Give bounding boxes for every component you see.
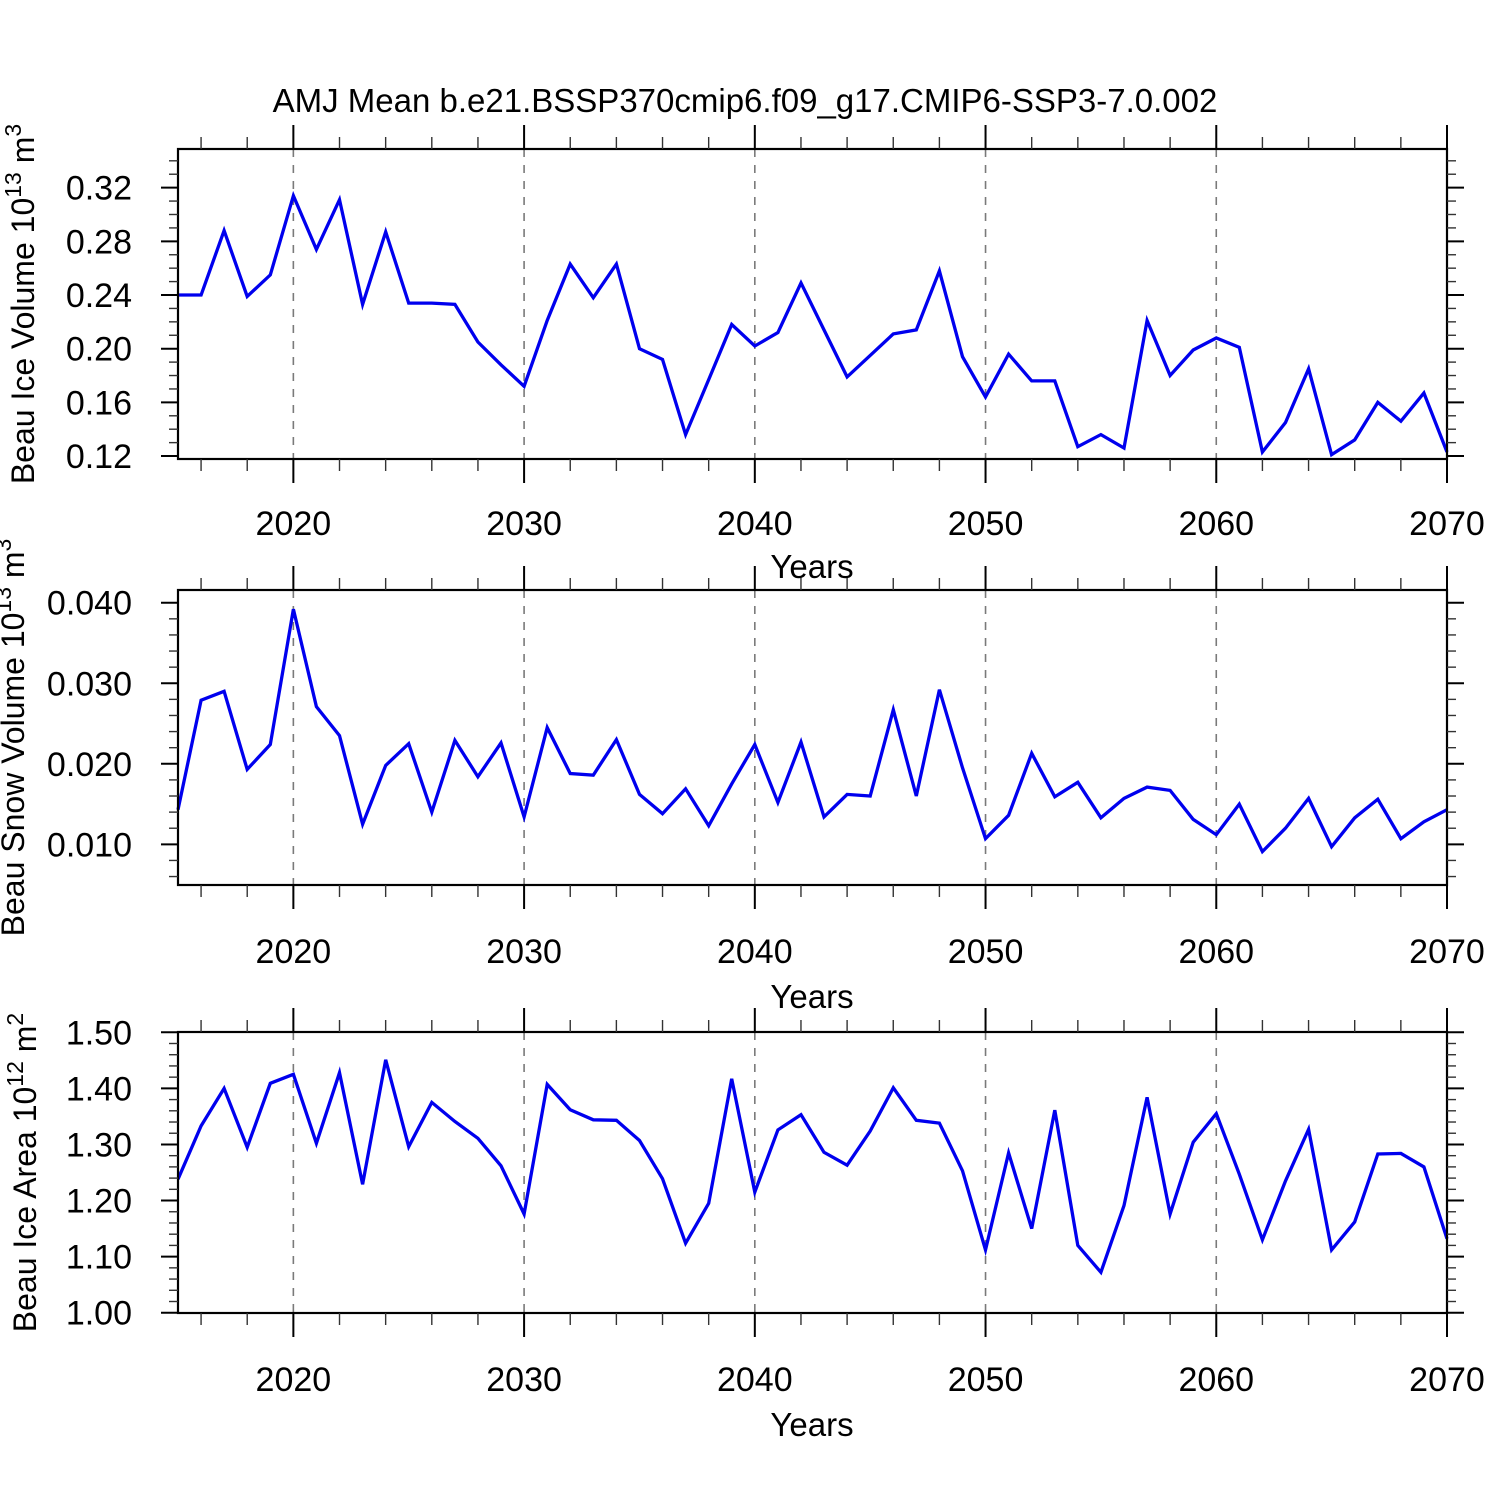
panel-beau-snow-volume: 2020 2030 2040 2050 2060 2070 0.010 0.020 0.030 0… — [0, 539, 1485, 971]
ylabel-text: m — [7, 1026, 43, 1062]
x-tick-label: 2050 — [948, 933, 1024, 971]
panel-beau-ice-volume: 2020 2030 2040 2050 2060 2070 0.12 0.16 0.20 0.24… — [0, 124, 1485, 543]
y-tick-label: 0.030 — [47, 665, 132, 703]
x-tick-label: 2060 — [1178, 933, 1254, 971]
panel-beau-ice-area: 2020 2030 2040 2050 2060 2070 1.00 1.10 1.20 1.30… — [2, 1008, 1485, 1399]
x-tick-label: 2040 — [717, 505, 793, 543]
x-tick-label: 2020 — [256, 1361, 332, 1399]
x-tick-label: 2050 — [948, 1361, 1024, 1399]
ylabel-text: Beau Ice Area 10 — [7, 1087, 43, 1333]
ylabel-text: m — [0, 551, 31, 587]
ylabel-text: Beau Snow Volume 10 — [0, 613, 31, 937]
x-tick-label: 2070 — [1409, 1361, 1485, 1399]
x-tick-label: 2060 — [1178, 1361, 1254, 1399]
x-tick-label: 2020 — [256, 933, 332, 971]
y-tick-label: 1.20 — [66, 1183, 132, 1221]
x-tick-label: 2030 — [486, 933, 562, 971]
x-tick-label: 2070 — [1409, 505, 1485, 543]
data-line-beau-snow-volume — [176, 608, 1448, 855]
x-tick-label: 2050 — [948, 505, 1024, 543]
x-tick-label: 2070 — [1409, 933, 1485, 971]
y-tick-label: 0.20 — [66, 331, 132, 369]
ylabel-superscript: 12 — [2, 1061, 28, 1087]
panel-frame — [176, 147, 1449, 461]
y-tick-label: 0.28 — [66, 223, 132, 261]
y-tick-label: 0.010 — [47, 826, 132, 864]
y-tick-label: 0.16 — [66, 384, 132, 422]
y-tick-label: 1.50 — [66, 1014, 132, 1052]
x-axis-title-2: Years — [770, 978, 853, 1015]
x-tick-label: 2020 — [256, 505, 332, 543]
panel-frame — [176, 1030, 1449, 1315]
y-tick-label: 1.30 — [66, 1126, 132, 1164]
y-axis-title-beau-ice-area: Beau Ice Area 1012 m2 — [2, 1013, 43, 1332]
y-tick-label: 1.10 — [66, 1239, 132, 1277]
y-tick-label: 0.040 — [47, 585, 132, 623]
x-tick-label: 2060 — [1178, 505, 1254, 543]
x-tick-label: 2040 — [717, 1361, 793, 1399]
y-tick-label: 0.32 — [66, 170, 132, 208]
ylabel-superscript: 2 — [2, 1013, 28, 1026]
y-axis-title-beau-ice-volume: Beau Ice Volume 1013 m3 — [0, 124, 41, 484]
x-axis-title-1: Years — [770, 548, 853, 585]
y-tick-label: 1.40 — [66, 1070, 132, 1108]
chart-title: AMJ Mean b.e21.BSSP370cmip6.f09_g17.CMIP… — [273, 82, 1218, 119]
x-tick-label: 2040 — [717, 933, 793, 971]
ylabel-superscript: 13 — [0, 587, 16, 613]
x-axis-title-3: Years — [770, 1406, 853, 1443]
ylabel-superscript: 13 — [0, 172, 26, 198]
ylabel-superscript: 3 — [0, 124, 26, 137]
y-tick-label: 0.020 — [47, 746, 132, 784]
x-tick-label: 2030 — [486, 1361, 562, 1399]
ylabel-superscript: 3 — [0, 539, 16, 552]
x-tick-label: 2030 — [486, 505, 562, 543]
ylabel-text: m — [5, 137, 41, 173]
panel-frame — [176, 588, 1449, 887]
y-axis-title-beau-snow-volume: Beau Snow Volume 1013 m3 — [0, 539, 31, 937]
y-tick-label: 0.12 — [66, 438, 132, 476]
y-tick-label: 0.24 — [66, 277, 132, 315]
panels-container: 2020 2030 2040 2050 2060 2070 0.12 0.16 0.20 0.24… — [0, 124, 1485, 1399]
ylabel-text: Beau Ice Volume 10 — [5, 198, 41, 484]
data-line-beau-ice-area — [176, 1059, 1449, 1276]
data-line-beau-ice-volume — [178, 190, 1449, 458]
y-tick-label: 1.00 — [66, 1295, 132, 1333]
